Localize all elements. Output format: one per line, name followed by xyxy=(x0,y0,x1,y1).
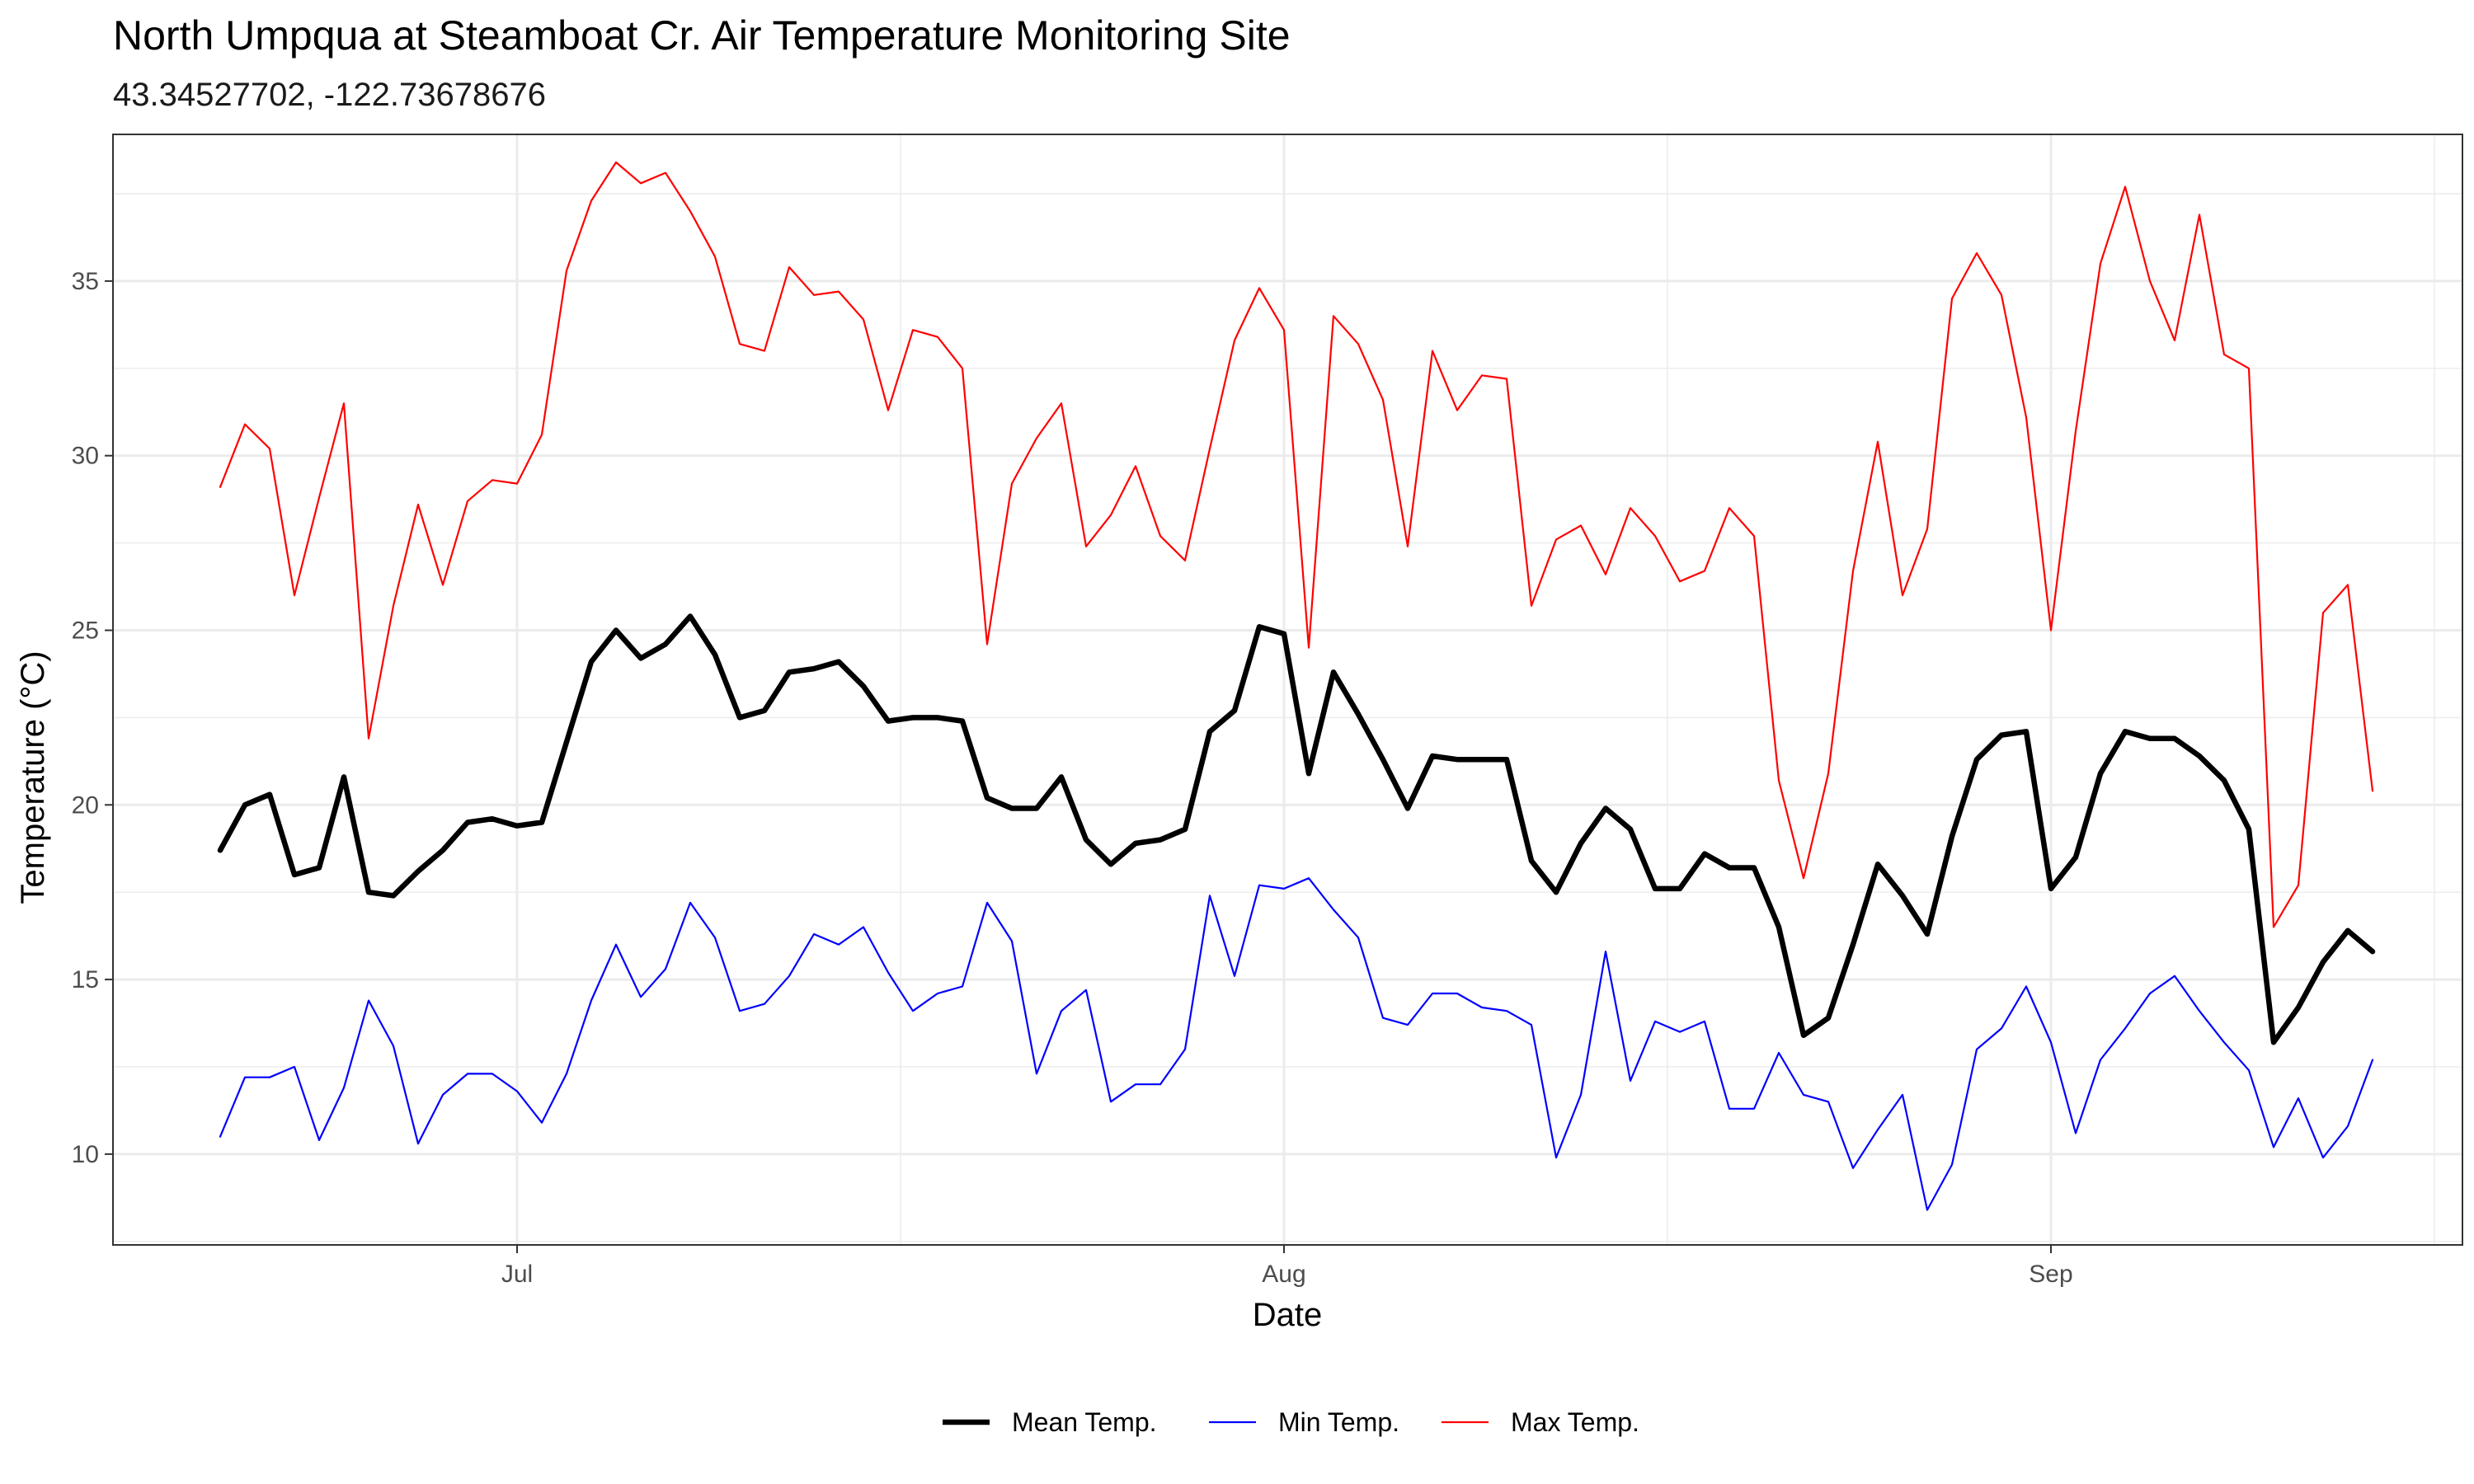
legend-label: Mean Temp. xyxy=(1012,1407,1157,1437)
chart-title: North Umpqua at Steamboat Cr. Air Temper… xyxy=(113,12,1291,59)
y-tick-label: 10 xyxy=(72,1141,99,1168)
major-gridlines xyxy=(113,134,2462,1245)
y-tick-label: 20 xyxy=(72,791,99,819)
x-tick-label: Aug xyxy=(1262,1261,1305,1288)
x-axis: Jul Aug Sep xyxy=(501,1245,2073,1288)
legend: Mean Temp. Min Temp. Max Temp. xyxy=(943,1407,1639,1437)
x-axis-title: Date xyxy=(1253,1297,1323,1333)
y-tick-label: 35 xyxy=(72,268,99,295)
series-line-mean-temp xyxy=(217,613,2376,1045)
series-line-min-temp xyxy=(219,877,2374,1211)
y-tick-label: 25 xyxy=(72,617,99,644)
chart-subtitle: 43.34527702, -122.73678676 xyxy=(113,77,546,113)
y-tick-label: 15 xyxy=(72,966,99,993)
x-tick-label: Sep xyxy=(2029,1261,2072,1288)
plot-panel-border xyxy=(112,134,2463,1246)
y-tick-label: 30 xyxy=(72,443,99,470)
y-axis-title: Temperature (°C) xyxy=(15,650,51,904)
legend-label: Max Temp. xyxy=(1511,1407,1639,1437)
series-lines xyxy=(217,161,2376,1211)
y-axis: 10 15 20 25 30 35 xyxy=(72,268,113,1168)
series-line-max-temp xyxy=(219,161,2374,928)
legend-label: Min Temp. xyxy=(1278,1407,1399,1437)
x-tick-label: Jul xyxy=(501,1261,533,1288)
minor-gridlines xyxy=(113,134,2462,1245)
